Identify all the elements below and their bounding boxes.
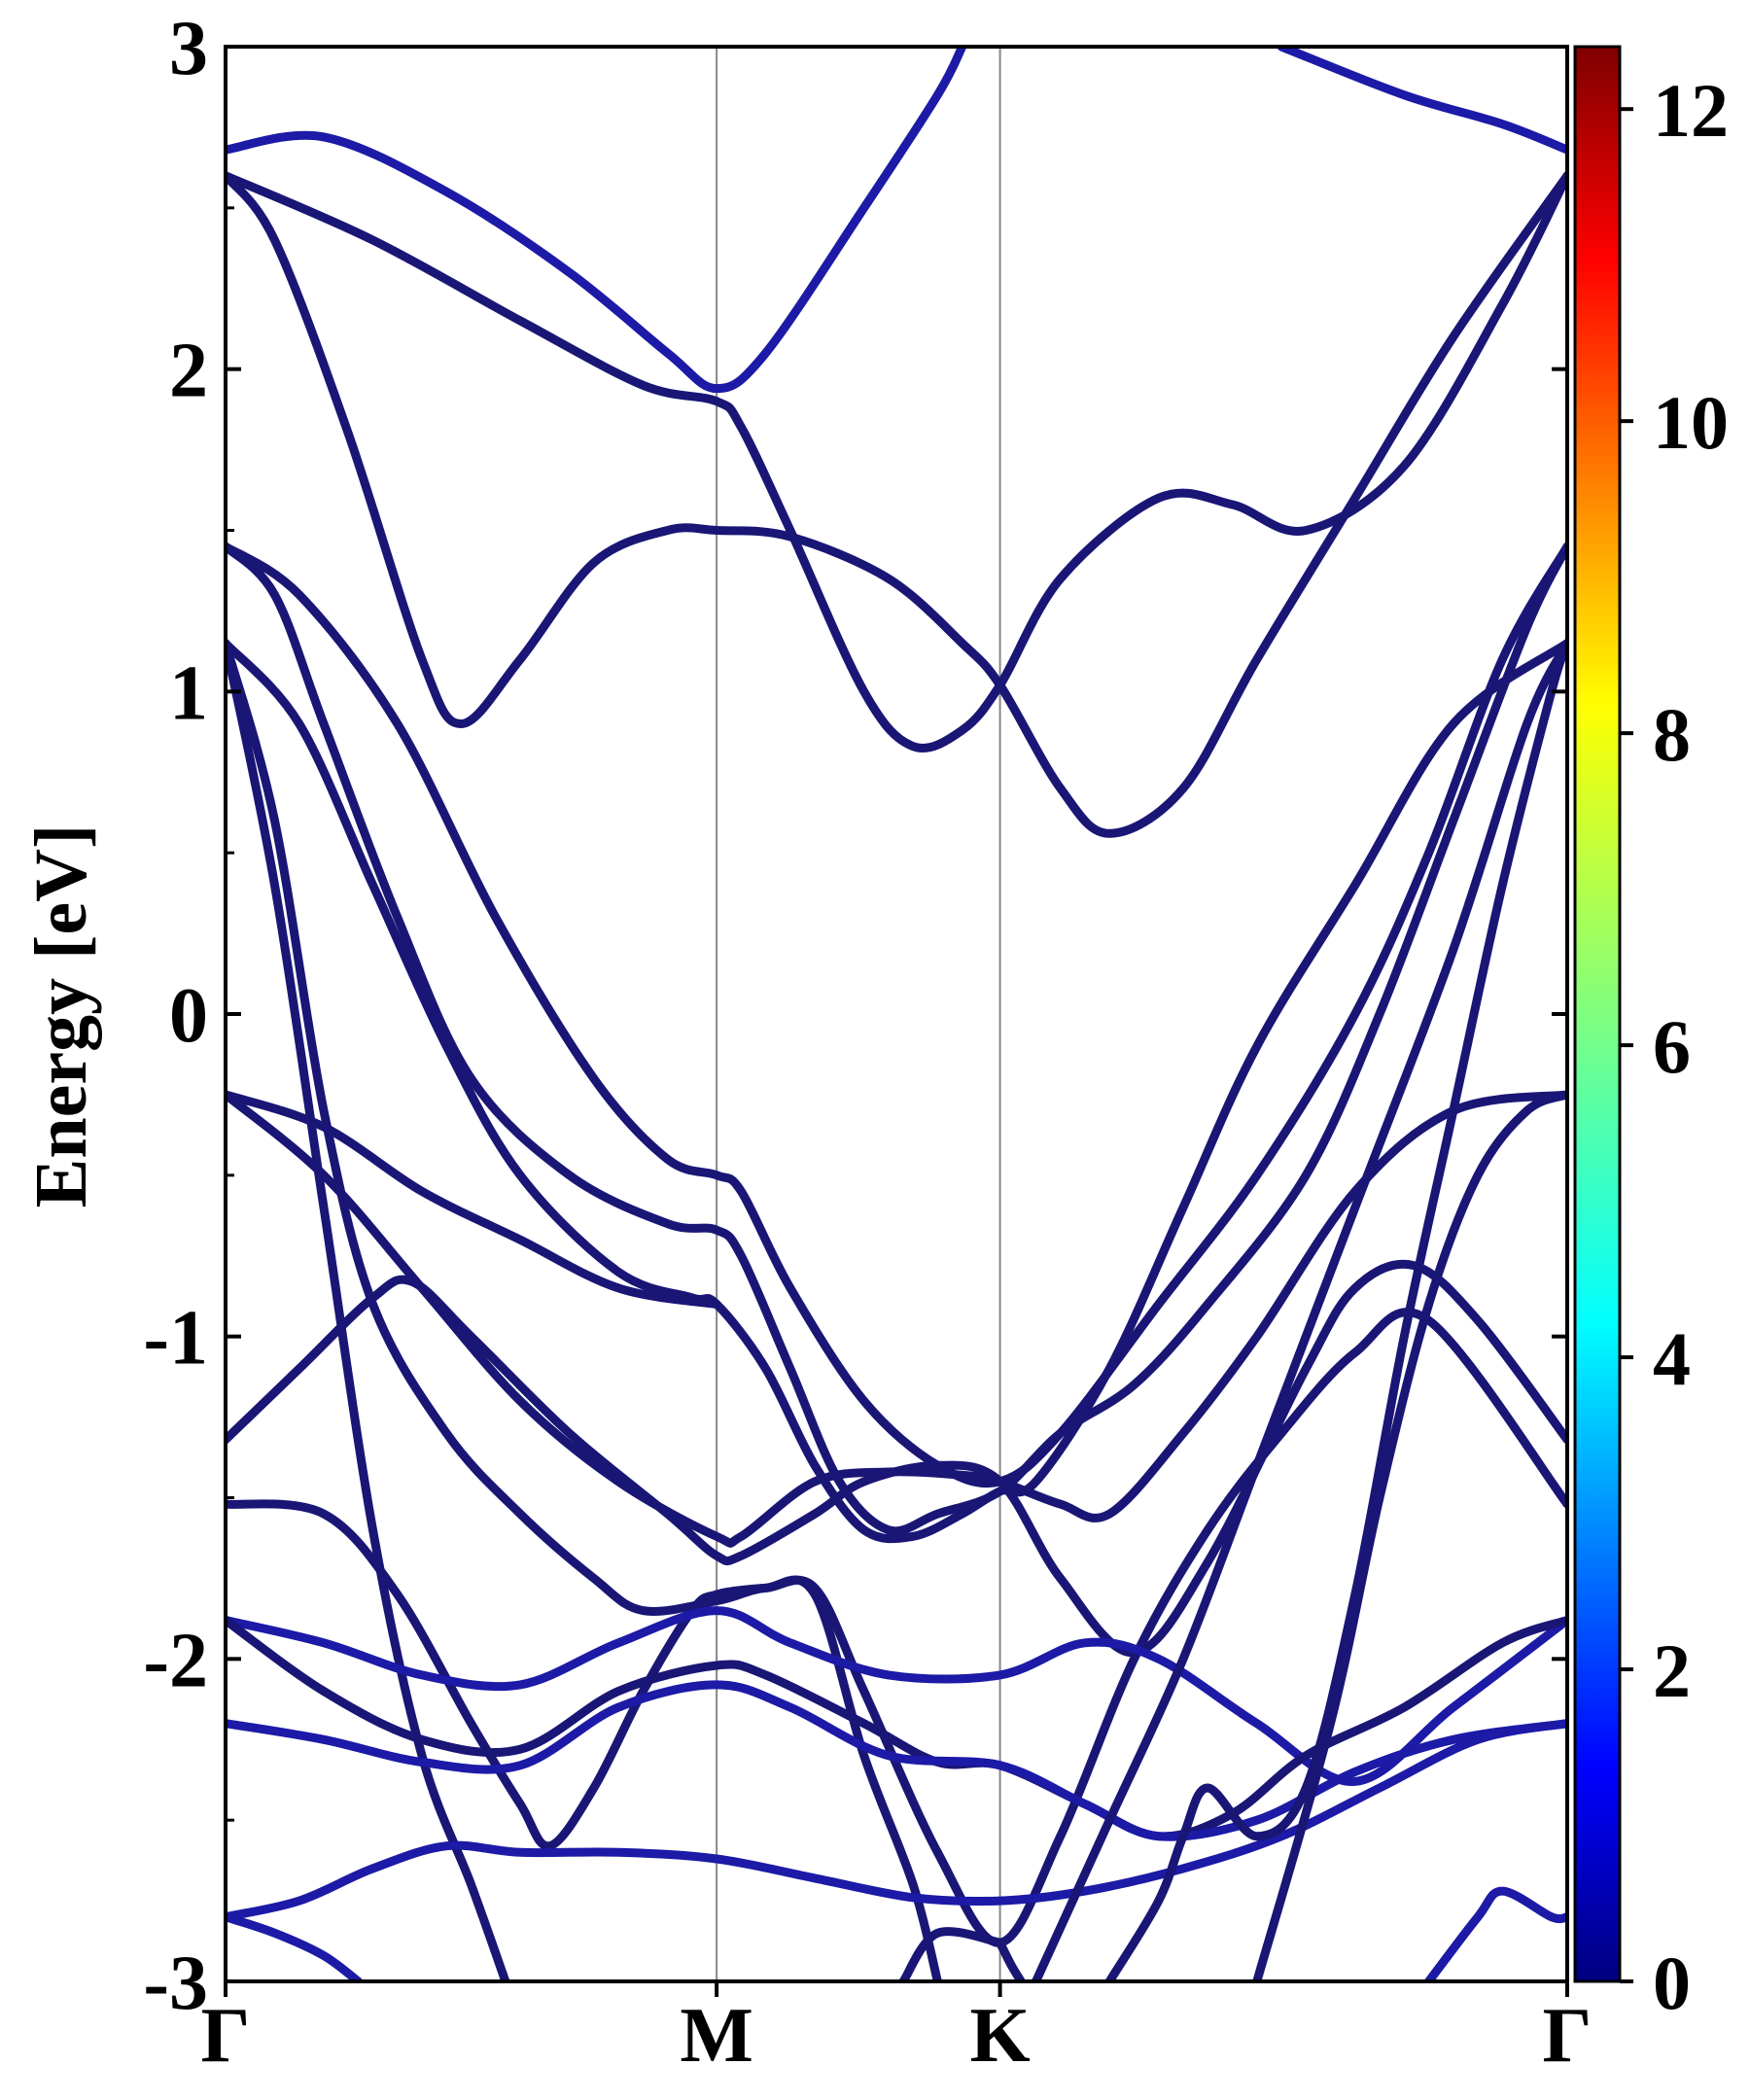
band-line-23	[996, 1938, 1026, 1981]
y-tick-label: 0	[169, 973, 208, 1059]
band-line-4	[1277, 47, 1567, 155]
y-axis: -3 -2 -1 0 1 2 3	[143, 6, 1567, 2026]
band-line-21	[1252, 1090, 1567, 1981]
y-tick-label: -2	[143, 1618, 208, 1703]
colorbar-tick-label: 8	[1653, 692, 1691, 777]
band-line-2	[226, 171, 1567, 752]
band-line-11	[226, 1090, 1567, 1548]
colorbar-tick-label: 10	[1653, 380, 1729, 465]
band-line-16	[226, 1680, 1567, 1841]
colorbar	[1573, 45, 1622, 1983]
band-line-5	[226, 542, 1567, 1488]
band-line-1	[226, 47, 967, 394]
k-path-separators	[716, 47, 1001, 1981]
band-line-6	[226, 542, 1567, 1536]
band-line-12	[226, 1259, 1567, 1658]
band-line-20	[1032, 639, 1567, 1981]
colorbar-tick-label: 4	[1653, 1316, 1691, 1401]
y-tick-label: 2	[169, 329, 208, 414]
y-tick-label: 1	[169, 650, 208, 736]
colorbar-tick-label: 12	[1653, 68, 1729, 153]
x-tick-label: K	[969, 1993, 1030, 2079]
band-line-19	[1424, 1886, 1567, 1981]
band-line-13	[226, 1308, 1567, 1947]
band-lines	[226, 47, 1567, 1981]
y-tick-label: -3	[143, 1941, 208, 2026]
band-line-24	[1104, 639, 1567, 1981]
band-line-9	[226, 639, 510, 1981]
band-line-18	[226, 1912, 363, 1981]
x-tick-label: M	[680, 1993, 753, 2079]
colorbar-tick-label: 2	[1653, 1628, 1691, 1713]
colorbar-axis: 0 2 4 6 8 10 12	[1620, 68, 1729, 2025]
band-line-14	[226, 1606, 1567, 1786]
y-tick-label: -1	[143, 1296, 208, 1382]
band-line-3	[226, 171, 1567, 838]
band-line-10	[226, 1090, 721, 1309]
band-line-7	[226, 639, 1567, 1544]
y-tick-label: 3	[169, 6, 208, 91]
band-line-17	[226, 1719, 1567, 1922]
band-line-8	[226, 639, 942, 1981]
band-line-22	[898, 1927, 1005, 1981]
y-axis-label: Energy [eV]	[20, 824, 102, 1208]
x-tick-label: Γ	[201, 1993, 251, 2079]
x-tick-label: Γ	[1543, 1993, 1592, 2079]
band-line-15	[226, 1616, 1567, 1841]
colorbar-tick-label: 6	[1653, 1004, 1691, 1089]
colorbar-tick-label: 0	[1653, 1941, 1691, 2025]
